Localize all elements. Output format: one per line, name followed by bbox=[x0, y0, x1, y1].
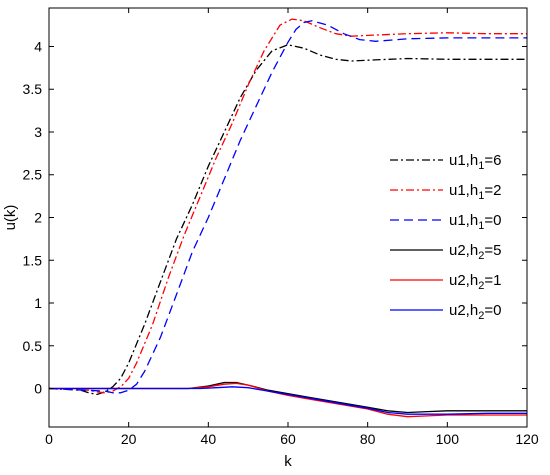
legend-label-tail: =5 bbox=[484, 242, 501, 259]
legend-label-6: u2,h2=0 bbox=[449, 302, 501, 322]
legend-label-subscript: 1 bbox=[478, 220, 484, 232]
y-tick-label: 0.5 bbox=[23, 338, 43, 354]
legend: u1,h1=6u1,h1=2u1,h1=0u2,h2=5u2,h2=1u2,h2… bbox=[390, 152, 501, 322]
x-tick-label: 60 bbox=[280, 431, 296, 447]
y-tick-label: 4 bbox=[34, 38, 42, 54]
y-axis-label: u(k) bbox=[2, 205, 19, 231]
x-tick-label: 20 bbox=[121, 431, 137, 447]
x-tick-label: 120 bbox=[515, 431, 539, 447]
legend-label-2: u1,h1=2 bbox=[449, 182, 501, 202]
legend-label-tail: =0 bbox=[484, 212, 501, 229]
legend-label-5: u2,h2=1 bbox=[449, 272, 501, 292]
x-tick-label: 100 bbox=[436, 431, 460, 447]
legend-label-main: u1,h bbox=[449, 212, 478, 229]
legend-label-main: u2,h bbox=[449, 242, 478, 259]
x-axis-label: k bbox=[284, 453, 292, 470]
legend-label-subscript: 2 bbox=[478, 250, 484, 262]
legend-label-subscript: 1 bbox=[478, 190, 484, 202]
y-tick-label: 0 bbox=[34, 381, 42, 397]
legend-label-subscript: 2 bbox=[478, 310, 484, 322]
y-tick-label: 1.5 bbox=[23, 252, 43, 268]
series-layer bbox=[48, 18, 527, 418]
x-tick-label: 80 bbox=[360, 431, 376, 447]
legend-label-tail: =0 bbox=[484, 302, 501, 319]
legend-label-subscript: 1 bbox=[478, 160, 484, 172]
series-line-3 bbox=[48, 20, 527, 394]
legend-label-main: u2,h bbox=[449, 302, 478, 319]
tick-layer: 0 20 40 60 80 100 120 0 0.5 1 1.5 2 2.5 3 3.5 4 bbox=[23, 8, 539, 447]
legend-label-main: u1,h bbox=[449, 152, 478, 169]
x-tick-label: 40 bbox=[201, 431, 217, 447]
legend-label-main: u1,h bbox=[449, 182, 478, 199]
y-tick-label: 2.5 bbox=[23, 167, 43, 183]
y-tick-label: 3.5 bbox=[23, 81, 43, 97]
x-tick-label: 0 bbox=[45, 431, 53, 447]
legend-label-tail: =6 bbox=[484, 152, 501, 169]
y-tick-label: 1 bbox=[34, 295, 42, 311]
series-line-1 bbox=[48, 44, 527, 396]
y-tick-label: 2 bbox=[34, 210, 42, 226]
legend-label-1: u1,h1=6 bbox=[449, 152, 501, 172]
series-line-2 bbox=[48, 18, 527, 394]
legend-label-3: u1,h1=0 bbox=[449, 212, 501, 232]
legend-label-4: u2,h2=5 bbox=[449, 242, 501, 262]
legend-label-subscript: 2 bbox=[478, 280, 484, 292]
legend-label-tail: =1 bbox=[484, 272, 501, 289]
series-line-6 bbox=[49, 386, 527, 415]
legend-label-main: u2,h bbox=[449, 272, 478, 289]
legend-label-tail: =2 bbox=[484, 182, 501, 199]
y-tick-label: 3 bbox=[34, 124, 42, 140]
series-line-5 bbox=[49, 382, 527, 418]
series-line-4 bbox=[49, 381, 527, 414]
